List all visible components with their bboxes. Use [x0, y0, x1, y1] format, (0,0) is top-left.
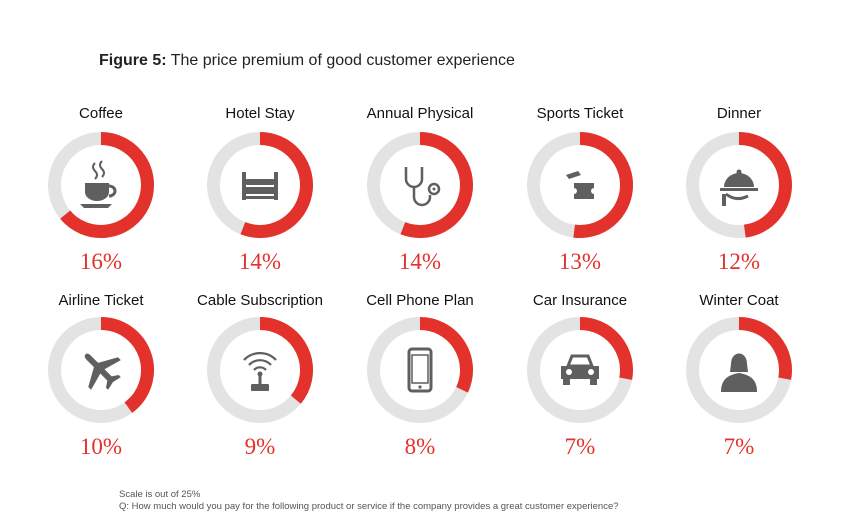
- item-label: Winter Coat: [699, 292, 779, 309]
- item-label: Dinner: [717, 105, 761, 122]
- item-value-label: 8%: [405, 434, 436, 459]
- donut-item-7: Cell Phone Plan 8%: [366, 292, 474, 459]
- donut-item-8: Car Insurance 7%: [527, 292, 633, 459]
- donut-item-5: Airline Ticket 10%: [48, 292, 154, 459]
- item-value-label: 7%: [565, 434, 596, 459]
- item-label: Hotel Stay: [225, 105, 295, 122]
- item-value-label: 9%: [245, 434, 276, 459]
- item-value-label: 14%: [239, 249, 281, 274]
- donut-value-arc: [400, 132, 473, 238]
- figure-title-text: The price premium of good customer exper…: [170, 52, 515, 69]
- donut-value-arc: [738, 317, 792, 380]
- donut-item-2: Annual Physical 14%: [367, 105, 474, 274]
- figure-label: Figure 5:: [99, 52, 167, 69]
- bed-icon: [242, 172, 278, 200]
- item-label: Cell Phone Plan: [366, 292, 474, 309]
- footnotes: Scale is out of 25% Q: How much would yo…: [119, 489, 619, 513]
- item-value-label: 14%: [399, 249, 441, 274]
- item-value-label: 13%: [559, 249, 601, 274]
- item-label: Cable Subscription: [197, 292, 323, 309]
- airplane-icon: [84, 353, 121, 390]
- scale-note: Scale is out of 25%: [119, 489, 201, 500]
- donut-value-arc: [100, 317, 154, 413]
- donut-item-3: Sports Ticket 13%: [527, 105, 634, 274]
- donut-value-arc: [419, 317, 473, 393]
- item-label: Sports Ticket: [537, 105, 625, 122]
- cloche-icon: [720, 169, 758, 206]
- donut-item-6: Cable Subscription 9%: [197, 292, 323, 459]
- donut-value-arc: [240, 132, 313, 238]
- ticket-icon: [566, 171, 594, 199]
- item-value-label: 10%: [80, 434, 122, 459]
- car-icon: [561, 354, 599, 385]
- donut-item-1: Hotel Stay 14%: [207, 105, 313, 274]
- coffee-cup-icon: [80, 160, 117, 208]
- donut-item-9: Winter Coat 7%: [686, 292, 792, 459]
- donut-value-arc: [573, 132, 634, 238]
- item-value-label: 16%: [80, 249, 122, 274]
- item-value-label: 7%: [724, 434, 755, 459]
- coat-person-icon: [721, 353, 757, 392]
- figure-title: Figure 5: The price premium of good cust…: [99, 52, 515, 70]
- item-value-label: 12%: [718, 249, 760, 274]
- item-label: Car Insurance: [533, 292, 627, 309]
- donut-value-arc: [259, 317, 313, 404]
- donut-value-arc: [60, 132, 154, 238]
- phone-icon: [407, 347, 433, 393]
- item-label: Annual Physical: [367, 105, 474, 122]
- antenna-icon: [243, 352, 277, 391]
- survey-question: Q: How much would you pay for the follow…: [119, 501, 619, 512]
- donut-value-arc: [579, 317, 633, 380]
- donut-value-arc: [738, 132, 792, 238]
- stethoscope-icon: [404, 167, 441, 207]
- donut-item-4: Dinner 12%: [686, 105, 792, 274]
- item-label: Coffee: [79, 105, 123, 122]
- item-label: Airline Ticket: [58, 292, 144, 309]
- donut-item-0: Coffee 16%: [48, 105, 154, 274]
